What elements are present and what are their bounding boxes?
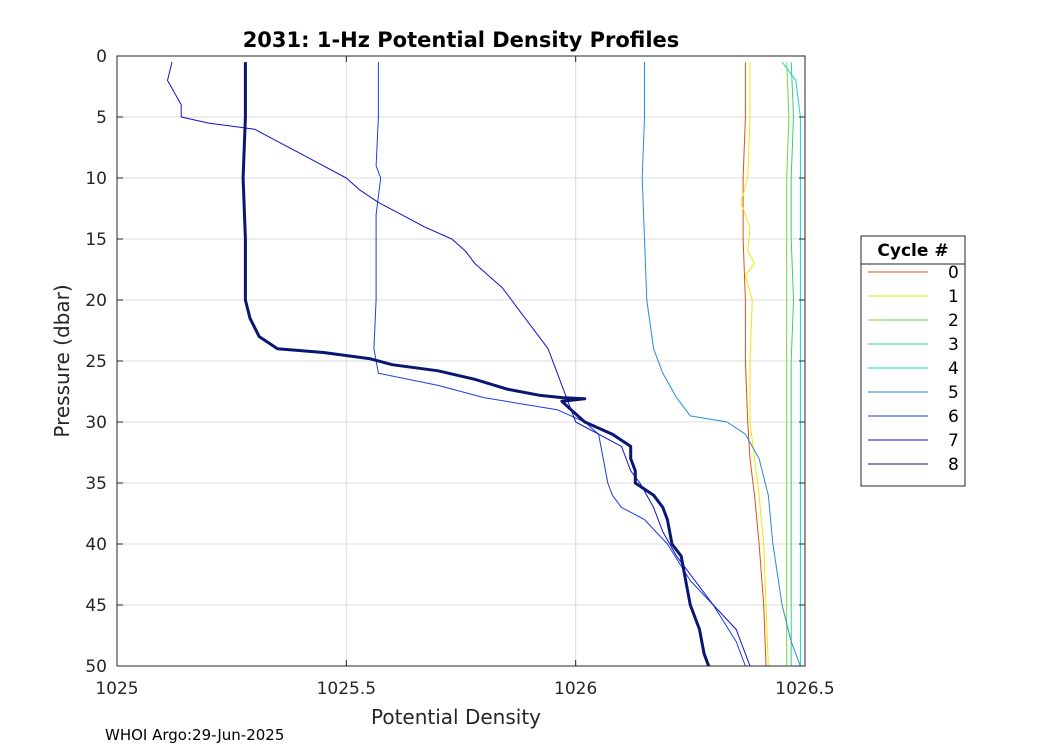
y-tick-label: 0 xyxy=(96,47,107,67)
series-line-cycle-3 xyxy=(790,62,794,666)
series-line-cycle-2 xyxy=(786,62,790,666)
y-tick-label: 5 xyxy=(96,108,107,128)
footer-credit: WHOI Argo:29-Jun-2025 xyxy=(105,726,284,744)
series-group xyxy=(167,61,801,666)
y-tick-label: 20 xyxy=(85,291,107,311)
y-tick-label: 45 xyxy=(85,596,107,616)
legend-label-cycle-2: 2 xyxy=(948,311,959,331)
series-line-cycle-0 xyxy=(742,62,767,666)
legend-label-cycle-3: 3 xyxy=(948,335,959,355)
axis-ticks: 1025 1025.5 1026 1026.5 0 5 10 15 20 25 30 35 40 45 50 xyxy=(85,47,834,699)
y-tick-label: 40 xyxy=(85,535,107,555)
series-line-cycle-5 xyxy=(641,62,801,666)
legend: Cycle #0 1 2 3 4 5 6 7 8 xyxy=(860,235,966,487)
chart-title: 2031: 1-Hz Potential Density Profiles xyxy=(243,28,680,52)
y-tick-label: 30 xyxy=(85,413,107,433)
series-line-cycle-1 xyxy=(740,62,769,666)
series-line-cycle-6 xyxy=(373,62,746,666)
series-line-cycle-7 xyxy=(167,61,751,666)
x-tick-label: 1026.5 xyxy=(775,679,834,699)
x-tick-label: 1025.5 xyxy=(317,679,376,699)
legend-label-cycle-5: 5 xyxy=(948,383,959,403)
y-tick-label: 50 xyxy=(85,657,107,677)
series-line-cycle-8 xyxy=(241,62,711,666)
y-tick-label: 15 xyxy=(85,230,107,250)
x-tick-label: 1025 xyxy=(95,679,138,699)
x-axis-label: Potential Density xyxy=(371,705,541,729)
legend-label-cycle-1: 1 xyxy=(948,287,959,307)
series-line-cycle-4 xyxy=(781,61,801,666)
grid-lines xyxy=(116,55,806,667)
legend-label-cycle-0: 0 xyxy=(948,263,959,283)
y-tick-label: 35 xyxy=(85,474,107,494)
y-tick-label: 25 xyxy=(85,352,107,372)
x-tick-label: 1026 xyxy=(554,679,597,699)
legend-title: Cycle # xyxy=(877,241,948,261)
legend-box xyxy=(860,235,966,487)
legend-label-cycle-4: 4 xyxy=(948,359,959,379)
y-axis-label: Pressure (dbar) xyxy=(50,284,74,437)
y-tick-label: 10 xyxy=(85,169,107,189)
legend-label-cycle-7: 7 xyxy=(948,431,959,451)
legend-label-cycle-6: 6 xyxy=(948,407,959,427)
legend-label-cycle-8: 8 xyxy=(948,455,959,475)
